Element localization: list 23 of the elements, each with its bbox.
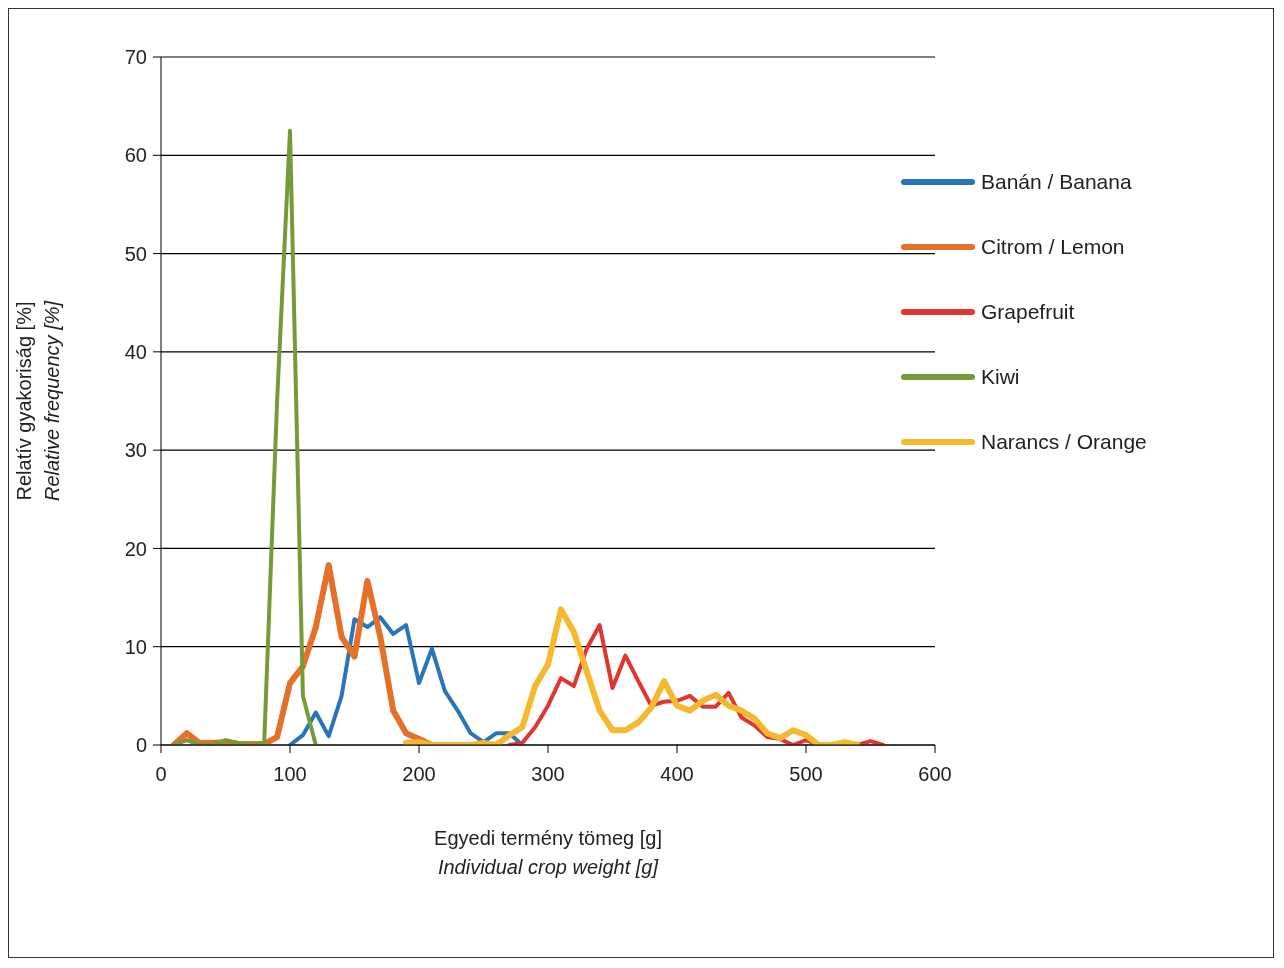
x-tick-label: 0 xyxy=(155,763,167,786)
x-tick-label: 400 xyxy=(660,763,694,786)
legend-label: Grapefruit xyxy=(981,299,1075,324)
x-tick-label: 200 xyxy=(402,763,436,786)
line-series xyxy=(171,128,318,745)
y-tick-label: 50 xyxy=(124,242,147,265)
legend-label: Citrom / Lemon xyxy=(981,234,1125,259)
legend-label: Narancs / Orange xyxy=(981,429,1147,454)
y-tick-label: 30 xyxy=(124,439,147,462)
y-tick-label: 20 xyxy=(124,537,147,560)
y-tick-label: 0 xyxy=(135,734,147,757)
x-tick-label: 600 xyxy=(918,763,952,786)
y-tick-label: 10 xyxy=(124,635,147,658)
x-axis-title: Egyedi termény tömeg [g] Individual crop weight [g] xyxy=(434,827,662,878)
x-tick-label: 500 xyxy=(789,763,823,786)
y-tick-label: 70 xyxy=(124,46,147,69)
legend-label: Kiwi xyxy=(981,364,1020,389)
y-tick-label: 40 xyxy=(124,340,147,363)
x-tick-label: 100 xyxy=(273,763,307,786)
legend-label: Banán / Banana xyxy=(981,169,1132,194)
y-axis-title: Relatív gyakoriság [%] Relative frequency [%] xyxy=(13,300,63,502)
y-tick-label: 60 xyxy=(124,144,147,167)
x-tick-label: 300 xyxy=(531,763,565,786)
